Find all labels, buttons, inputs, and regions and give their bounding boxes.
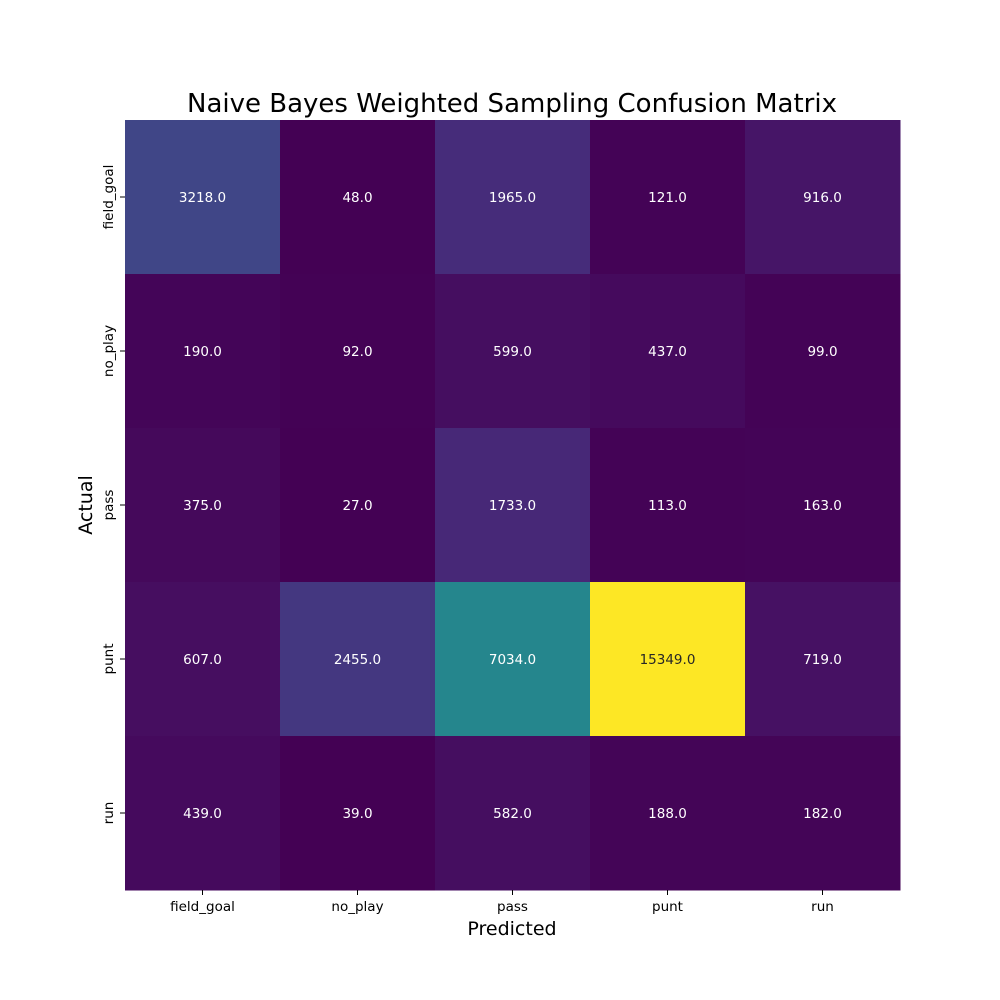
cell-value-label: 27.0 (342, 498, 372, 514)
x-tick-label-punt: punt (652, 899, 683, 915)
heatmap-cell-field_goal-field_goal (125, 120, 281, 275)
heatmap-cell-run-punt (590, 736, 746, 891)
y-tick-label-run: run (101, 802, 117, 825)
heatmap-cells: 3218.0 48.0 1965.0 121.0 916.0 190.0 92.0 599.0… (125, 120, 901, 891)
cell-value-label: 3218.0 (179, 190, 226, 206)
heatmap-cell-pass-run (745, 428, 901, 583)
heatmap-cell-pass-no_play (280, 428, 436, 583)
heatmap-cell-field_goal-pass (435, 120, 591, 275)
heatmap-cell-no_play-punt (590, 274, 746, 429)
x-tick-label-pass: pass (497, 899, 528, 915)
cell-value-label: 7034.0 (489, 652, 536, 668)
heatmap-cell-pass-punt (590, 428, 746, 583)
heatmap-cell-pass-pass (435, 428, 591, 583)
x-tick-label-no_play: no_play (331, 899, 383, 915)
y-tick-label-punt: punt (101, 644, 117, 675)
y-axis-label: Actual (75, 475, 97, 535)
x-axis-ticks: field_goal no_play pass punt run (170, 890, 834, 915)
cell-value-label: 719.0 (803, 652, 842, 668)
x-axis-label: Predicted (467, 918, 556, 940)
cell-value-label: 375.0 (183, 498, 222, 514)
heatmap-cell-field_goal-no_play (280, 120, 436, 275)
cell-value-label: 188.0 (648, 806, 687, 822)
heatmap-cell-punt-pass (435, 582, 591, 737)
heatmap-cell-run-field_goal (125, 736, 281, 891)
heatmap-cell-no_play-run (745, 274, 901, 429)
cell-value-label: 113.0 (648, 498, 687, 514)
y-tick-label-no_play: no_play (101, 325, 117, 377)
cell-value-label: 1965.0 (489, 190, 536, 206)
heatmap-cell-no_play-pass (435, 274, 591, 429)
heatmap-cell-punt-punt (590, 582, 746, 737)
cell-value-label: 182.0 (803, 806, 842, 822)
heatmap-cell-punt-run (745, 582, 901, 737)
chart-title: Naive Bayes Weighted Sampling Confusion … (187, 89, 837, 119)
cell-value-label: 48.0 (342, 190, 372, 206)
heatmap-cell-pass-field_goal (125, 428, 281, 583)
heatmap-cell-run-run (745, 736, 901, 891)
cell-value-label: 582.0 (493, 806, 532, 822)
heatmap-cell-no_play-no_play (280, 274, 436, 429)
heatmap-cell-field_goal-run (745, 120, 901, 275)
cell-value-label: 1733.0 (489, 498, 536, 514)
y-tick-label-pass: pass (101, 490, 117, 521)
heatmap-cell-punt-field_goal (125, 582, 281, 737)
x-tick-label-run: run (811, 899, 834, 915)
cell-value-label: 92.0 (342, 344, 372, 360)
cell-value-label: 2455.0 (334, 652, 381, 668)
cell-value-label: 163.0 (803, 498, 842, 514)
cell-value-label: 15349.0 (640, 652, 696, 668)
cell-value-label: 599.0 (493, 344, 532, 360)
heatmap-cell-no_play-field_goal (125, 274, 281, 429)
cell-value-label: 99.0 (807, 344, 837, 360)
cell-value-label: 121.0 (648, 190, 687, 206)
heatmap-cell-run-pass (435, 736, 591, 891)
heatmap-cell-field_goal-punt (590, 120, 746, 275)
cell-value-label: 39.0 (342, 806, 372, 822)
x-tick-label-field_goal: field_goal (170, 899, 235, 915)
cell-value-label: 916.0 (803, 190, 842, 206)
heatmap-cell-run-no_play (280, 736, 436, 891)
cell-value-label: 439.0 (183, 806, 222, 822)
cell-value-label: 607.0 (183, 652, 222, 668)
y-tick-label-field_goal: field_goal (101, 165, 117, 230)
cell-value-label: 437.0 (648, 344, 687, 360)
cell-value-label: 190.0 (183, 344, 222, 360)
heatmap-cell-punt-no_play (280, 582, 436, 737)
